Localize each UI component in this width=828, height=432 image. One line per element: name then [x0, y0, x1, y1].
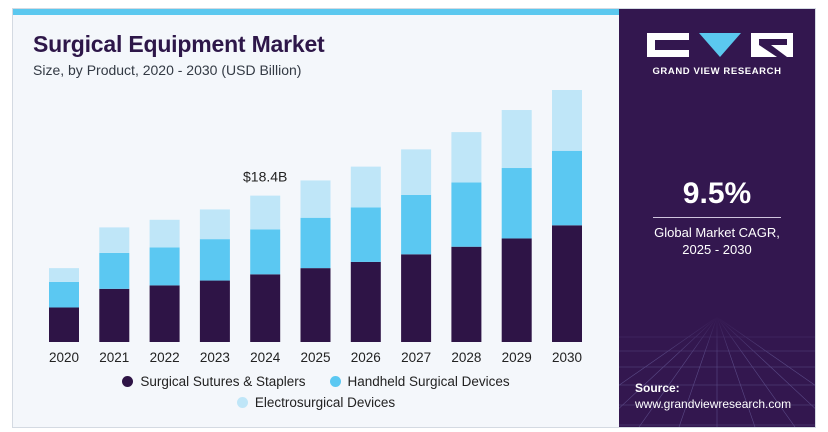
bar-2029-series-0 [501, 238, 532, 342]
legend-row-2: Electrosurgical Devices [13, 395, 619, 410]
bar-2024-series-0 [250, 274, 281, 342]
x-tick-2025: 2025 [300, 350, 330, 365]
cagr-divider [653, 217, 781, 218]
bar-2022-series-1 [149, 247, 180, 286]
cagr-value: 9.5% [682, 177, 752, 210]
chart-card: Surgical Equipment Market Size, by Produ… [12, 8, 816, 428]
bar-2026-series-1 [350, 207, 381, 262]
x-tick-2027: 2027 [401, 350, 431, 365]
x-tick-2028: 2028 [451, 350, 481, 365]
brand-name: GRAND VIEW RESEARCH [652, 66, 782, 77]
legend-swatch-handheld [329, 376, 341, 387]
stacked-bar-chart: 2020 2021 2022 2023 2024 $18.4B 2025 2026 2027 20… [49, 90, 582, 365]
source-url[interactable]: www.grandviewresearch.com [635, 397, 792, 411]
bar-2028-series-1 [451, 182, 482, 247]
bar-2025-series-0 [300, 268, 331, 342]
bar-2027-series-2 [401, 149, 432, 195]
x-tick-2024: 2024 [250, 350, 281, 365]
legend-swatch-electrosurgical [236, 397, 248, 408]
legend-item-handheld: Handheld Surgical Devices [329, 374, 510, 389]
bar-2028-series-2 [451, 132, 482, 183]
legend-row-1: Surgical Sutures & Staplers Handheld Sur… [13, 374, 619, 389]
x-tick-2026: 2026 [351, 350, 381, 365]
bar-2024-series-1 [250, 229, 281, 275]
bar-2028-series-0 [451, 246, 482, 342]
cagr-label: Global Market CAGR, 2025 - 2030 [619, 224, 815, 258]
x-tick-2023: 2023 [200, 350, 230, 365]
gvr-logo-icon [647, 33, 793, 57]
bar-2020-series-2 [49, 268, 79, 282]
bar-2023-series-1 [199, 239, 230, 281]
data-label-2024: $18.4B [243, 169, 287, 185]
x-tick-2030: 2030 [552, 350, 582, 365]
x-tick-2029: 2029 [502, 350, 532, 365]
cagr-label-line-1: Global Market CAGR, [654, 225, 780, 240]
bar-2025-series-1 [300, 217, 331, 269]
bar-2022-series-2 [149, 219, 180, 248]
legend-item-sutures: Surgical Sutures & Staplers [122, 374, 306, 389]
bar-2029-series-2 [501, 110, 532, 169]
top-accent-bar [13, 9, 619, 15]
bar-2027-series-1 [401, 194, 432, 255]
bar-2020-series-1 [49, 281, 79, 308]
legend-label-handheld: Handheld Surgical Devices [347, 374, 510, 389]
source-label: Source: [635, 381, 680, 395]
bar-2020-series-0 [49, 307, 79, 342]
bar-2024-series-2 [250, 195, 281, 230]
x-tick-2021: 2021 [99, 350, 129, 365]
bar-2021-series-1 [99, 252, 130, 289]
legend-label-electrosurgical: Electrosurgical Devices [254, 395, 396, 410]
bar-2023-series-0 [199, 280, 230, 342]
legend-item-electrosurgical: Electrosurgical Devices [236, 395, 396, 410]
bar-2026-series-0 [350, 261, 381, 342]
bar-2030-series-0 [552, 225, 582, 342]
bar-2026-series-2 [350, 166, 381, 208]
legend-swatch-sutures [122, 376, 134, 387]
x-tick-2020: 2020 [49, 350, 79, 365]
bar-2025-series-2 [300, 180, 331, 218]
bar-2023-series-2 [199, 209, 230, 240]
chart-subtitle: Size, by Product, 2020 - 2030 (USD Billi… [33, 62, 302, 78]
bar-2027-series-0 [401, 254, 432, 342]
bar-2030-series-2 [552, 90, 582, 151]
legend-label-sutures: Surgical Sutures & Staplers [140, 374, 306, 389]
sidebar-panel: GRAND VIEW RESEARCH 9.5% Global Market C… [619, 9, 815, 427]
x-tick-2022: 2022 [150, 350, 180, 365]
bar-2030-series-1 [552, 150, 582, 226]
bar-2021-series-0 [99, 288, 130, 342]
bar-2022-series-0 [149, 285, 180, 342]
bar-2029-series-1 [501, 168, 532, 239]
bar-2021-series-2 [99, 227, 130, 253]
grid-pattern [619, 317, 815, 427]
cagr-label-line-2: 2025 - 2030 [682, 242, 752, 257]
chart-title: Surgical Equipment Market [33, 31, 325, 57]
